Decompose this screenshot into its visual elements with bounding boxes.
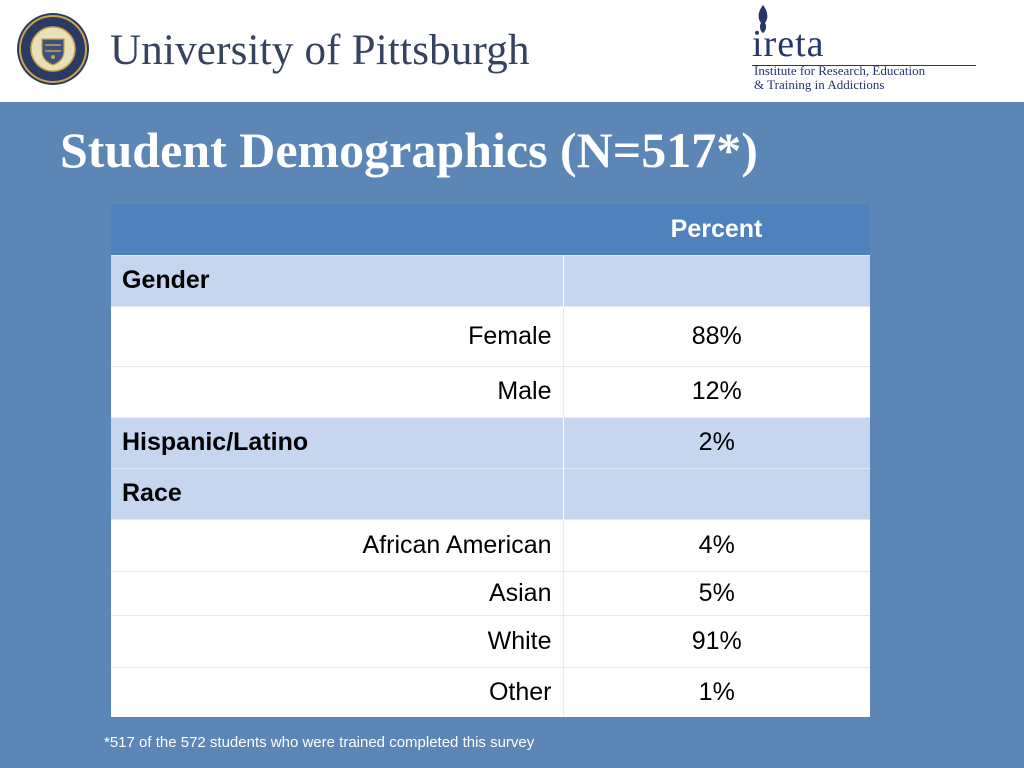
demographics-table: Percent Gender Female 88% Male 12% Hispa… bbox=[111, 204, 870, 717]
table-row-hispanic-latino: Hispanic/Latino 2% bbox=[111, 416, 870, 468]
row-label: African American bbox=[111, 518, 564, 571]
ireta-tagline-line1: Institute for Research, Education bbox=[754, 63, 926, 78]
row-label: Hispanic/Latino bbox=[111, 416, 564, 468]
table-header-row: Percent bbox=[111, 204, 870, 255]
ireta-tagline: Institute for Research, Education & Trai… bbox=[754, 64, 925, 92]
logo-header-band: University of Pittsburgh ireta Institute… bbox=[0, 0, 1024, 102]
header-percent-cell: Percent bbox=[563, 204, 870, 255]
row-value: 12% bbox=[563, 365, 870, 417]
table-row-african-american: African American 4% bbox=[111, 518, 870, 571]
table-row-race: Race bbox=[111, 467, 870, 519]
row-value: 1% bbox=[563, 666, 870, 717]
flame-icon bbox=[758, 5, 768, 33]
ireta-divider bbox=[752, 65, 976, 66]
university-name: University of Pittsburgh bbox=[110, 27, 530, 74]
row-value: 4% bbox=[563, 518, 870, 571]
survey-footnote: *517 of the 572 students who were traine… bbox=[104, 734, 535, 751]
slide-title: Student Demographics (N=517*) bbox=[60, 122, 758, 178]
ireta-logo-text: ireta bbox=[752, 23, 825, 65]
row-label: Other bbox=[111, 666, 564, 717]
table-row-female: Female 88% bbox=[111, 305, 870, 366]
row-label: Male bbox=[111, 365, 564, 417]
table-row-asian: Asian 5% bbox=[111, 570, 870, 615]
row-value bbox=[563, 254, 870, 306]
table-row-gender: Gender bbox=[111, 254, 870, 306]
row-label: Gender bbox=[111, 254, 564, 306]
table-row-white: White 91% bbox=[111, 614, 870, 667]
row-label: Female bbox=[111, 305, 564, 366]
row-value: 5% bbox=[563, 570, 870, 615]
row-value: 2% bbox=[563, 416, 870, 468]
row-value bbox=[563, 467, 870, 519]
table-row-male: Male 12% bbox=[111, 365, 870, 417]
table-row-other: Other 1% bbox=[111, 666, 870, 717]
row-label: Race bbox=[111, 467, 564, 519]
row-value: 88% bbox=[563, 305, 870, 366]
row-value: 91% bbox=[563, 614, 870, 667]
ireta-tagline-line2: & Training in Addictions bbox=[754, 77, 885, 92]
university-seal-icon bbox=[17, 13, 89, 85]
header-label-cell bbox=[111, 204, 563, 255]
row-label: Asian bbox=[111, 570, 564, 615]
row-label: White bbox=[111, 614, 564, 667]
